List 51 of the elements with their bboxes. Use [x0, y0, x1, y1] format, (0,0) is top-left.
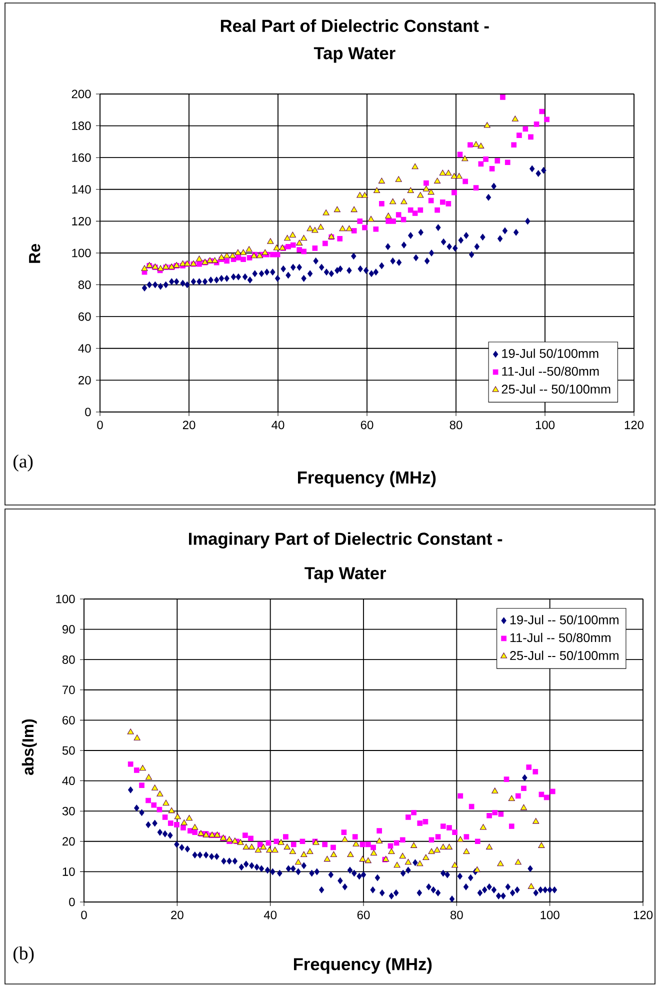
- y-tick-label: 140: [72, 185, 91, 194]
- x-tick-label: 60: [360, 420, 374, 430]
- x-tick-label: 20: [182, 420, 196, 430]
- x-tick-label: 100: [536, 420, 555, 430]
- y-tick-label: 80: [62, 655, 75, 664]
- y-tick-label: 100: [72, 248, 91, 258]
- y-tick-label: 100: [56, 594, 75, 604]
- y-tick-label: 80: [78, 280, 91, 290]
- x-tick-label: 80: [450, 910, 463, 920]
- x-tick-label: 60: [357, 910, 370, 920]
- x-tick-label: 40: [272, 420, 284, 430]
- legend-label: 19-Jul -- 50/100mm: [510, 615, 618, 624]
- y-tick-label: 60: [78, 312, 91, 321]
- x-axis-title: Frequency (MHz): [294, 958, 432, 974]
- x-tick-label: 80: [450, 420, 462, 430]
- x-tick-label: 20: [171, 910, 184, 920]
- y-axis-title: abs(Im): [22, 719, 37, 775]
- y-tick-label: 50: [62, 746, 75, 755]
- y-tick-label: 200: [72, 90, 91, 98]
- x-tick-label: 40: [264, 910, 277, 920]
- x-tick-label: 100: [540, 910, 560, 920]
- legend-label: 11-Jul --50/80mm: [502, 366, 599, 376]
- chart-title: Imaginary Part of Dielectric Constant -: [189, 532, 502, 548]
- y-tick-label: 90: [62, 625, 75, 634]
- y-tick-label: 0: [85, 408, 91, 416]
- text: (b): [14, 946, 34, 964]
- chart-title: Real Part of Dielectric Constant -: [220, 19, 489, 32]
- y-tick-label: 60: [62, 716, 75, 724]
- x-tick-label: 120: [634, 910, 653, 920]
- text: (a): [14, 454, 33, 472]
- x-tick-label: 120: [624, 420, 644, 430]
- y-axis-title: Re: [29, 244, 40, 263]
- y-tick-label: 20: [78, 376, 91, 384]
- y-tick-label: 40: [78, 344, 91, 353]
- chart-subtitle: Tap Water: [314, 47, 396, 63]
- y-tick-label: 160: [72, 153, 91, 162]
- legend-label: 25-Jul -- 50/100mm: [502, 384, 610, 394]
- legend-label: 25-Jul -- 50/100mm: [510, 650, 618, 660]
- x-tick-label: 0: [97, 420, 103, 430]
- y-tick-label: 30: [62, 806, 75, 816]
- legend-label: 11-Jul -- 50/80mm: [510, 632, 610, 642]
- y-tick-label: 70: [62, 686, 75, 694]
- y-tick-label: 0: [69, 898, 75, 906]
- chart-subtitle: Tap Water: [304, 567, 386, 583]
- y-tick-label: 10: [62, 867, 75, 876]
- legend-label: 19-Jul 50/100mm: [502, 348, 598, 358]
- y-tick-label: 40: [62, 776, 75, 786]
- y-tick-label: 20: [62, 837, 75, 846]
- y-tick-label: 120: [72, 216, 91, 226]
- y-tick-label: 180: [72, 122, 91, 130]
- x-axis-title: Frequency (MHz): [298, 470, 436, 488]
